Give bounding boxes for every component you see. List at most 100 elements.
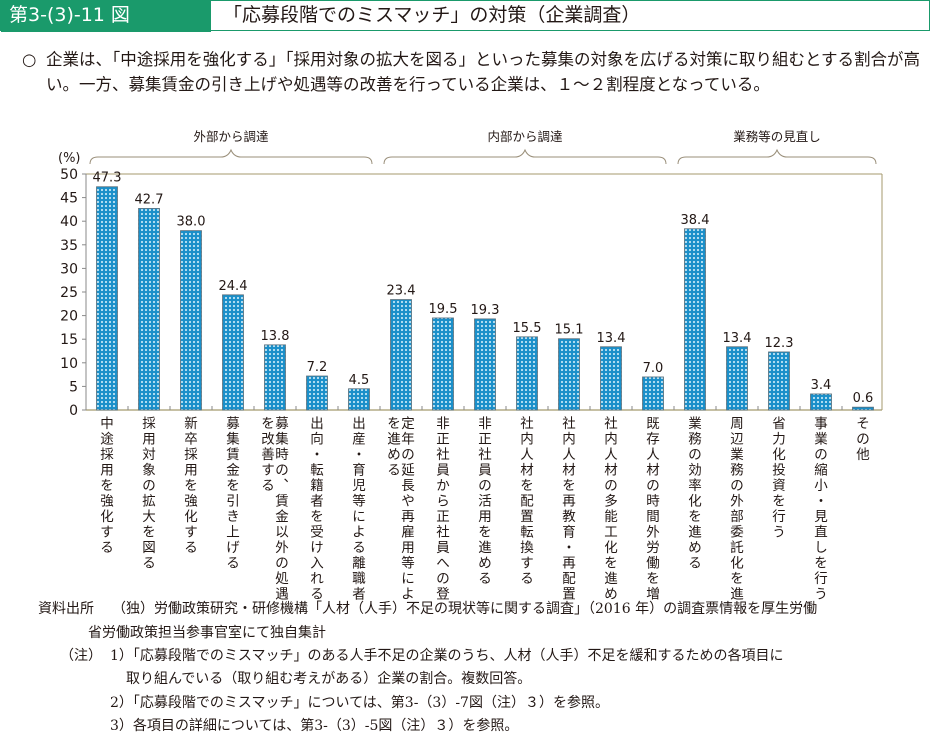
x-category-char: 大 xyxy=(142,509,156,525)
x-category-label: 中途採用を強化する xyxy=(100,416,114,556)
x-category-label: 社内人材の多能工化を進める xyxy=(604,416,618,600)
x-category-char: 増 xyxy=(646,587,660,601)
bar xyxy=(684,228,706,411)
x-category-char: す xyxy=(520,556,534,572)
x-category-char: を xyxy=(520,478,534,494)
bar-value-label: 13.4 xyxy=(723,331,752,346)
x-category-char: の xyxy=(436,571,450,587)
x-category-char: の xyxy=(604,478,618,494)
x-category-char: 再 xyxy=(401,509,415,525)
x-category-char: を xyxy=(478,525,492,541)
bar xyxy=(810,393,832,411)
x-category-char: 員 xyxy=(478,463,492,479)
x-category-char: を xyxy=(730,571,744,587)
x-category-char: ら xyxy=(436,494,450,510)
figure-number: 第3-(3)-11 図 xyxy=(1,1,211,32)
x-category-char: の xyxy=(646,478,660,494)
y-axis-unit: (%) xyxy=(58,151,81,166)
x-category-char: そ xyxy=(856,416,870,432)
group-brace xyxy=(677,148,877,165)
bar xyxy=(390,299,412,411)
bar-chart: 外部から調達 内部から調達 業務等の見直し 05101520253035404550… xyxy=(58,129,883,601)
note-2: 2）「応募段階でのミスマッチ」については、第3-（3）-7図（注）３）を参照。 xyxy=(110,695,609,711)
x-category-char: 転 xyxy=(310,463,324,479)
x-category-char: 教 xyxy=(562,509,576,525)
summary-text: 企業は、「中途採用を強化する」「採用対象の拡大を図る」といった募集の対象を広げる… xyxy=(46,50,921,94)
x-category-char: 効 xyxy=(688,463,702,479)
x-category-char: 間 xyxy=(646,509,660,525)
note-1-line-2: 取り組んでいる（取り組む考えがある）企業の割合。複数回答。 xyxy=(126,671,532,687)
x-category-char: 図 xyxy=(142,540,156,556)
x-category-char: 資 xyxy=(772,478,786,494)
bar xyxy=(726,346,748,411)
x-category-char: 採 xyxy=(142,416,156,432)
x-category-char: 正 xyxy=(436,509,450,525)
x-category-char: 卒 xyxy=(184,432,198,448)
x-category-char: 員 xyxy=(436,540,450,556)
bar-value-label: 4.5 xyxy=(349,373,370,388)
source-label: 資料出所 xyxy=(38,601,94,617)
bar xyxy=(348,388,370,411)
x-category-char: 時 xyxy=(275,447,289,463)
x-category-char: 人 xyxy=(520,447,534,463)
x-category-char: る xyxy=(142,556,156,572)
x-category-char: 非 xyxy=(436,416,450,432)
x-category-char: や xyxy=(401,494,415,510)
x-category-char: 新 xyxy=(184,416,198,432)
x-category-char: 務 xyxy=(730,463,744,479)
x-category-char: を xyxy=(226,478,240,494)
x-category-char: る xyxy=(261,478,275,494)
bar-value-label: 42.7 xyxy=(135,192,164,207)
bar-value-label: 13.8 xyxy=(261,329,290,344)
x-category-char: 登 xyxy=(436,587,450,601)
x-category-char: を xyxy=(772,494,786,510)
x-category-char: 雇 xyxy=(401,524,415,541)
x-category-char: 出 xyxy=(352,416,366,432)
bar xyxy=(180,230,202,411)
x-category-char: を xyxy=(184,478,198,494)
figure-title-bar: 第3-(3)-11 図 「応募段階でのミスマッチ」の対策（企業調査） xyxy=(0,0,930,32)
x-category-char: 非 xyxy=(478,416,492,432)
x-category-char: 等 xyxy=(401,555,415,572)
x-category-char: け xyxy=(310,540,324,556)
x-category-char: 縮 xyxy=(814,463,828,479)
bar xyxy=(264,344,286,411)
x-category-char: 出 xyxy=(310,416,324,432)
x-category-char: 受 xyxy=(310,525,324,541)
x-category-char: 行 xyxy=(814,571,828,587)
x-category-char: の xyxy=(275,556,289,572)
x-category-char: ・ xyxy=(352,447,366,463)
x-category-char: き xyxy=(226,509,240,525)
x-category-char: 業 xyxy=(814,432,828,448)
y-tick-label: 0 xyxy=(69,403,78,419)
x-category-char: を xyxy=(814,556,828,572)
x-category-char: 化 xyxy=(688,494,702,510)
x-category-char: す xyxy=(261,463,275,479)
x-category-char: 社 xyxy=(520,416,534,432)
y-tick-label: 10 xyxy=(60,356,78,372)
x-category-char: 進 xyxy=(730,587,744,601)
x-category-char: 処 xyxy=(275,571,289,587)
x-category-char: 投 xyxy=(772,463,786,479)
x-category-char: 省 xyxy=(772,416,786,432)
x-category-char: 社 xyxy=(604,416,618,432)
x-category-char: 置 xyxy=(520,509,534,525)
x-category-char: 化 xyxy=(100,509,114,525)
x-category-char: 働 xyxy=(646,556,660,572)
x-category-char: 向 xyxy=(310,432,324,448)
x-category-char: 既 xyxy=(646,416,660,432)
x-category-char: う xyxy=(772,525,786,541)
x-category-char: を xyxy=(688,509,702,525)
y-tick-label: 40 xyxy=(60,214,78,230)
group-label: 内部から調達 xyxy=(487,129,563,144)
x-category-char: の xyxy=(856,432,870,448)
bar-value-label: 38.0 xyxy=(177,215,206,230)
x-category-char: 材 xyxy=(520,463,534,479)
x-category-char: 改 xyxy=(261,432,275,448)
x-category-char: 外 xyxy=(646,525,660,541)
x-category-char: 拡 xyxy=(142,494,156,510)
